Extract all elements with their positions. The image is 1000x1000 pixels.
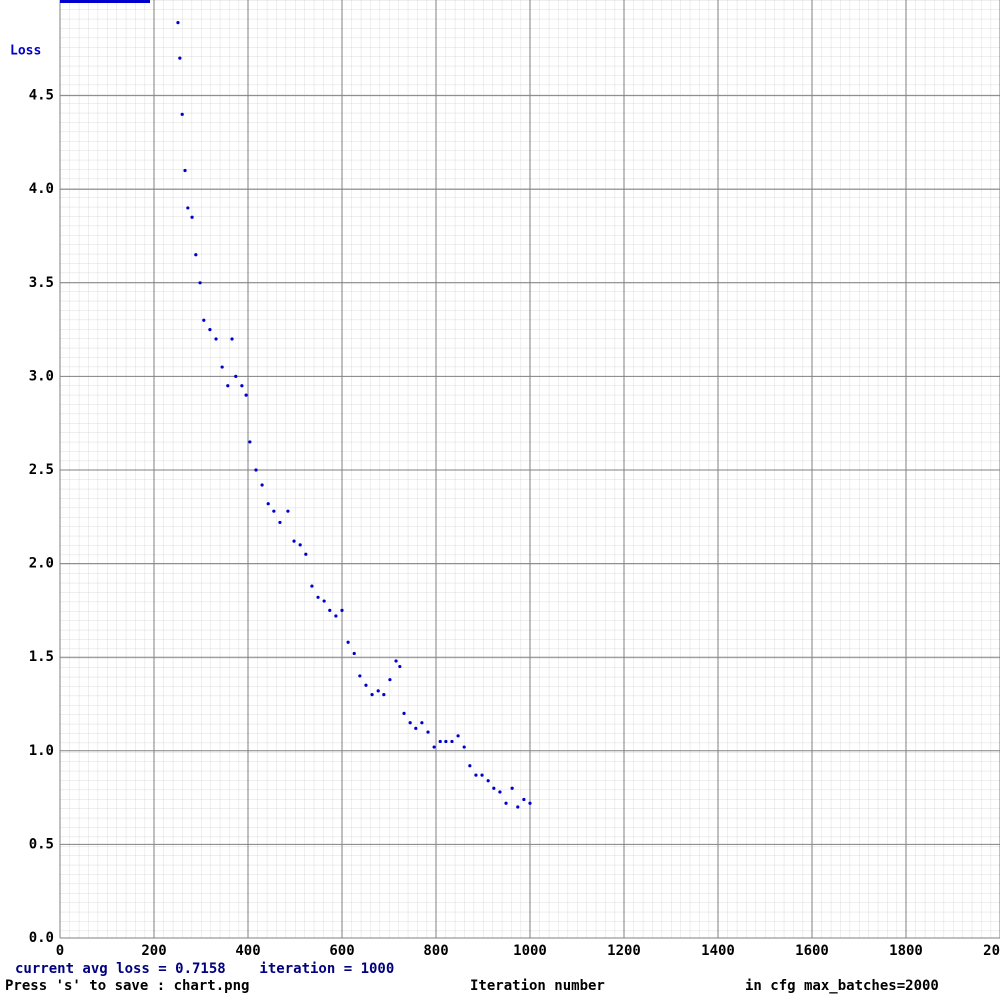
loss-point	[183, 168, 187, 173]
x-tick-label: 0	[56, 943, 64, 959]
loss-point	[240, 384, 244, 388]
loss-point	[444, 739, 448, 744]
loss-point	[486, 779, 490, 783]
loss-point	[176, 20, 180, 25]
loss-point	[208, 328, 212, 332]
loss-point	[364, 683, 368, 687]
x-tick-label: 1600	[795, 943, 829, 959]
loss-point	[298, 543, 302, 547]
loss-point	[492, 786, 496, 790]
loss-point	[310, 584, 314, 588]
loss-point	[402, 711, 406, 715]
loss-point	[358, 674, 362, 678]
loss-point	[394, 659, 398, 663]
loss-point	[254, 468, 258, 472]
loss-point	[328, 608, 332, 613]
loss-point	[516, 805, 520, 809]
loss-point	[382, 693, 386, 697]
loss-point	[272, 509, 276, 513]
loss-point	[292, 539, 296, 543]
loss-point	[420, 721, 424, 725]
loss-point	[474, 773, 478, 777]
loss-point	[468, 764, 472, 768]
loss-point	[510, 786, 514, 790]
x-axis-label: Iteration number	[470, 978, 605, 994]
loss-point	[498, 790, 502, 794]
x-tick-label: 1800	[889, 943, 923, 959]
loss-point	[522, 797, 526, 802]
loss-point	[480, 773, 484, 777]
loss-point	[414, 726, 418, 730]
loss-point	[398, 664, 402, 669]
y-axis-label: Loss	[10, 44, 41, 59]
loss-point	[456, 734, 460, 738]
x-tick-label: 1000	[513, 943, 547, 959]
loss-point	[194, 253, 198, 257]
x-tick-label: 2000	[983, 943, 1000, 959]
loss-point	[304, 552, 308, 556]
loss-point	[462, 745, 466, 749]
x-tick-label: 600	[329, 943, 354, 959]
loss-point	[226, 384, 230, 388]
loss-point	[322, 599, 326, 603]
loss-point	[334, 614, 338, 618]
loss-point	[266, 502, 270, 506]
y-tick-label: 2.5	[29, 462, 54, 478]
x-tick-label: 1400	[701, 943, 735, 959]
loss-point	[230, 337, 234, 341]
y-tick-label: 4.5	[29, 88, 54, 104]
loss-point	[220, 365, 224, 369]
loss-point	[186, 206, 190, 210]
loss-point	[504, 801, 508, 805]
status-text: current avg loss = 0.7158 iteration = 10…	[15, 961, 394, 977]
loss-point	[426, 730, 430, 734]
loss-point	[260, 483, 264, 487]
cfg-note: in cfg max_batches=2000	[745, 978, 939, 994]
loss-point	[234, 374, 238, 378]
loss-point	[178, 56, 182, 60]
y-tick-label: 4.0	[29, 181, 54, 197]
loss-point	[438, 739, 442, 744]
y-tick-label: 1.5	[29, 649, 54, 665]
loss-point	[450, 739, 454, 744]
y-tick-label: 0.0	[29, 930, 54, 946]
loss-point	[376, 689, 380, 693]
loss-point	[248, 440, 252, 444]
y-tick-label: 3.0	[29, 368, 54, 384]
loss-point	[198, 281, 202, 285]
y-tick-label: 1.0	[29, 743, 54, 759]
loss-point	[190, 215, 194, 219]
loss-point	[346, 640, 350, 644]
loss-point	[244, 393, 248, 397]
loss-point	[286, 509, 290, 513]
loss-point	[316, 595, 320, 599]
loss-point	[278, 520, 282, 525]
x-tick-label: 1200	[607, 943, 641, 959]
y-tick-label: 0.5	[29, 836, 54, 852]
x-tick-label: 800	[423, 943, 448, 959]
x-tick-label: 200	[141, 943, 166, 959]
loss-point	[340, 608, 344, 613]
save-hint: Press 's' to save : chart.png	[5, 978, 249, 994]
y-tick-label: 2.0	[29, 556, 54, 572]
loss-point	[432, 745, 436, 749]
loss-point	[214, 337, 218, 341]
loss-point	[388, 678, 392, 682]
y-tick-label: 3.5	[29, 275, 54, 291]
loss-point	[370, 693, 374, 697]
loss-point	[180, 112, 184, 116]
loss-point	[202, 318, 206, 322]
x-tick-label: 400	[235, 943, 260, 959]
loss-point	[528, 801, 532, 805]
loss-point	[408, 721, 412, 725]
clipped-loss-trace	[60, 0, 150, 3]
loss-point	[352, 651, 356, 656]
